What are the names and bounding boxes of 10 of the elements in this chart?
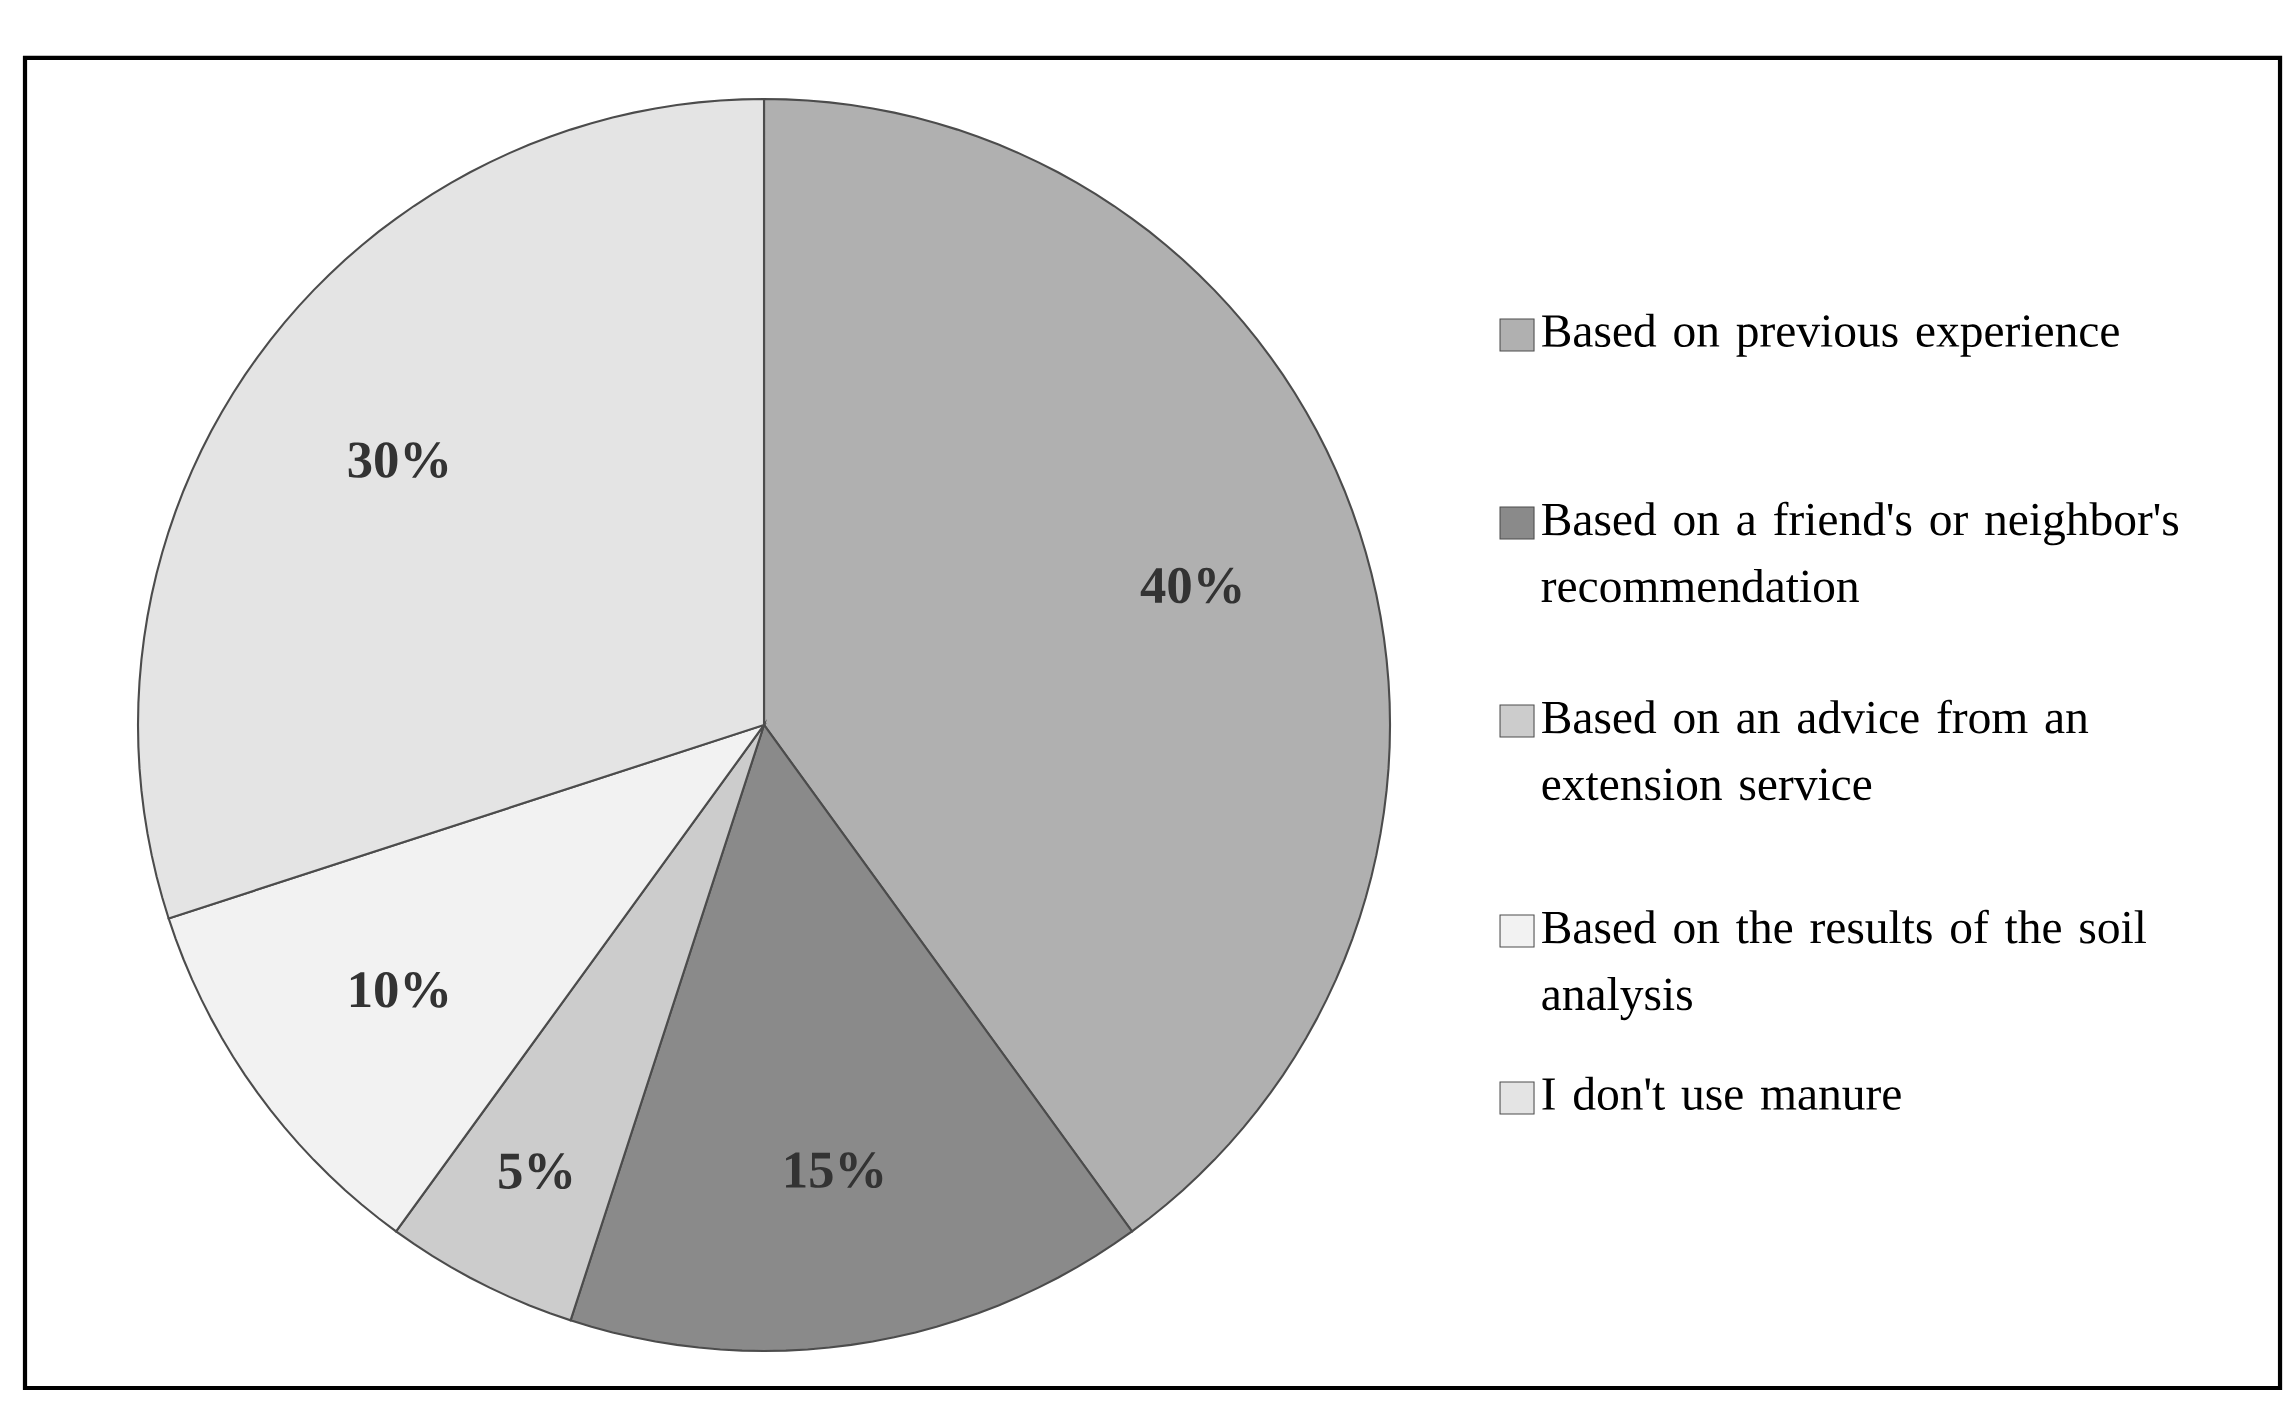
data-label: 40% xyxy=(1140,567,1241,604)
legend-label: Based on previous experience xyxy=(1542,313,2119,357)
legend-label: Based on the results of the soil analysis xyxy=(1542,909,2146,1021)
legend-label: I don't use manure xyxy=(1542,1076,1901,1111)
data-label: 5% xyxy=(499,1153,572,1190)
legend-label: Based on an advice from an extension service xyxy=(1542,699,2089,801)
data-label: 10% xyxy=(350,972,448,1008)
data-label: 15% xyxy=(786,1152,883,1189)
data-label: 30% xyxy=(348,442,448,478)
legend-label: Based on a friend's or neighbor's recommendation xyxy=(1541,501,2179,603)
